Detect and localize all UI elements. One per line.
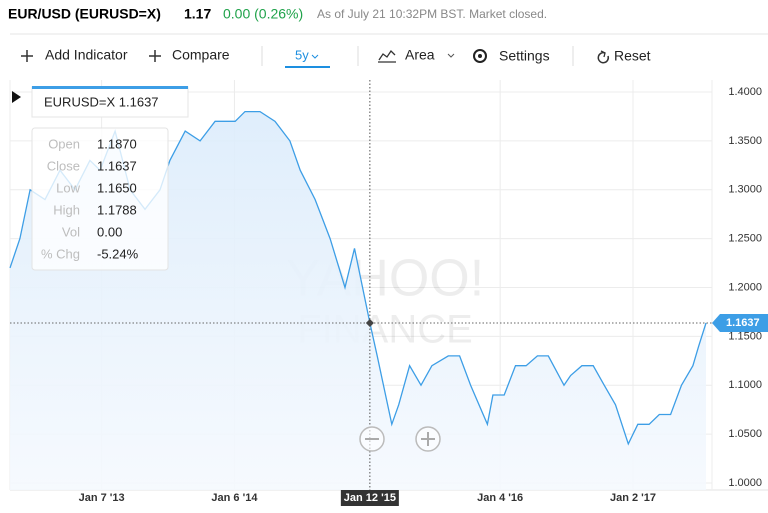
compare-button[interactable]: Compare <box>149 47 230 63</box>
status: As of July 21 10:32PM BST. Market closed… <box>317 7 547 21</box>
tooltip: EURUSD=X 1.1637 Open 1.1870 Close 1.1637 Low… <box>12 86 189 271</box>
reset-icon <box>597 51 610 64</box>
y-tick-label: 1.4000 <box>728 86 762 98</box>
tooltip-row-value: 1.1637 <box>97 158 137 173</box>
toolbar: Add Indicator Compare 5y Area Settings R… <box>10 33 768 68</box>
compare-label: Compare <box>172 47 230 63</box>
tooltip-row-value: 1.1650 <box>97 180 137 195</box>
tooltip-row-value: 1.1788 <box>97 202 137 217</box>
tooltip-pointer <box>12 91 21 103</box>
tooltip-row-label: Open <box>48 136 80 151</box>
y-tick-label: 1.3000 <box>728 184 762 196</box>
y-tick-label: 1.1000 <box>728 379 762 391</box>
y-tick-label: 1.2500 <box>728 233 762 245</box>
tooltip-row-label: High <box>53 202 80 217</box>
chevron <box>447 53 455 58</box>
last-price-badge <box>712 313 768 332</box>
settings-button[interactable]: Settings <box>473 48 550 64</box>
tooltip-title-accent <box>32 86 188 89</box>
x-tick-label: Jan 4 '16 <box>477 492 523 504</box>
crosshair-marker <box>365 318 374 327</box>
reset-arrow <box>600 50 606 58</box>
reset-label: Reset <box>614 48 651 64</box>
crosshair-date-box <box>340 490 399 506</box>
x-tick-label: Jan 7 '13 <box>79 492 125 504</box>
last-price-label: 1.1637 <box>726 317 760 329</box>
add-indicator-label: Add Indicator <box>45 47 128 63</box>
area-icon <box>378 49 396 63</box>
zoom-in-button[interactable] <box>415 426 441 452</box>
add-indicator-button[interactable]: Add Indicator <box>21 47 128 63</box>
y-tick-label: 1.0500 <box>728 428 762 440</box>
tooltip-row-label: Close <box>47 158 80 173</box>
y-tick-label: 1.0000 <box>728 477 762 489</box>
change: 0.00 (0.26%) <box>223 6 303 22</box>
tooltip-box <box>31 127 169 271</box>
chart-type-label: Area <box>405 47 435 63</box>
symbol: EUR/USD (EURUSD=X) <box>8 6 161 22</box>
gear-icon-center <box>478 54 482 58</box>
crosshair-date-label: Jan 12 '15 <box>344 492 396 504</box>
settings-label: Settings <box>499 48 550 64</box>
chevron <box>311 54 319 59</box>
tooltip-row-value: 0.00 <box>97 224 122 239</box>
zoom-out-button[interactable] <box>359 426 385 452</box>
y-tick-label: 1.1500 <box>728 330 762 342</box>
chart-type-button[interactable]: Area <box>378 47 455 63</box>
y-tick-label: 1.3500 <box>728 135 762 147</box>
y-tick-label: 1.2000 <box>728 281 762 293</box>
reset-button[interactable]: Reset <box>597 48 651 64</box>
tooltip-row-label: Vol <box>62 224 80 239</box>
gear-icon <box>473 49 487 63</box>
plus-icon <box>421 432 435 446</box>
tooltip-title: EURUSD=X 1.1637 <box>44 94 159 109</box>
price: 1.17 <box>184 6 211 22</box>
plus-icon <box>21 50 33 62</box>
x-tick-label: Jan 2 '17 <box>610 492 656 504</box>
overlay: 1.1637 Jan 12 '15 <box>10 80 768 506</box>
range-button[interactable]: 5y <box>285 47 330 68</box>
area-fill <box>10 111 706 490</box>
range-label: 5y <box>295 47 309 62</box>
tooltip-row-label: Low <box>56 180 80 195</box>
tooltip-row-label: % Chg <box>41 246 80 261</box>
x-tick-label: Jan 6 '14 <box>211 492 258 504</box>
plus-icon <box>149 50 161 62</box>
tooltip-row-value: -5.24% <box>97 246 139 261</box>
tooltip-row-value: 1.1870 <box>97 136 137 151</box>
